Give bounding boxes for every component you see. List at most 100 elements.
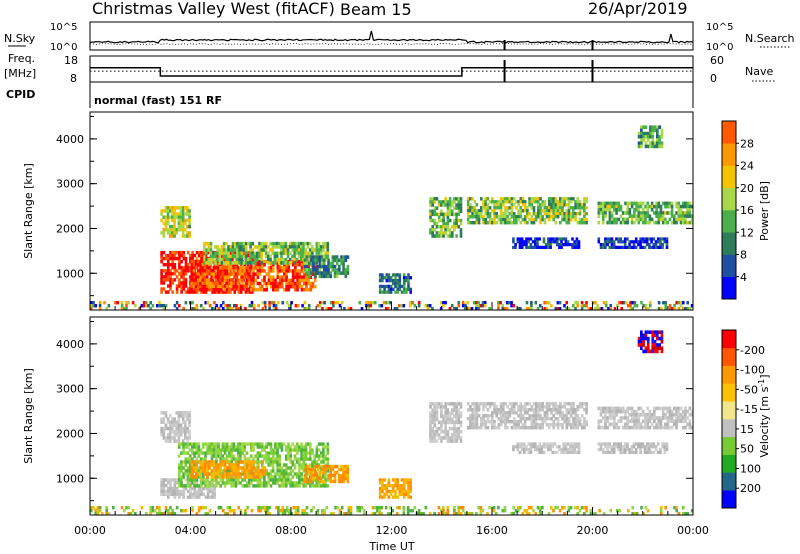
- vel-cell: [344, 470, 348, 475]
- power-cell: [256, 269, 260, 273]
- vel-cell: [619, 450, 623, 454]
- power-cell: [409, 301, 412, 305]
- vel-cell: [197, 486, 201, 491]
- vel-cell: [657, 422, 661, 427]
- power-cell: [214, 278, 218, 283]
- vel-cell: [502, 408, 505, 412]
- vel-cell: [247, 472, 251, 476]
- vel-cell: [512, 402, 516, 406]
- power-cell: [238, 261, 241, 265]
- vel-cell: [219, 463, 222, 467]
- vel-cell: [473, 420, 477, 424]
- vel-cell: [633, 422, 636, 427]
- vel-cell: [221, 481, 225, 485]
- power-cell: [192, 269, 196, 273]
- power-cell: [201, 266, 205, 270]
- power-cell: [424, 304, 428, 308]
- vel-cell: [300, 478, 303, 482]
- power-cell: [296, 284, 299, 289]
- power-colorbar-tick-label: 16: [740, 204, 754, 217]
- vel-cell: [327, 476, 330, 481]
- power-cell: [567, 215, 571, 219]
- power-cell: [227, 251, 230, 256]
- vel-cell: [612, 450, 616, 454]
- power-cell: [559, 221, 562, 225]
- power-cell: [429, 215, 432, 220]
- vel-cell: [173, 439, 176, 443]
- power-cell: [381, 279, 384, 283]
- power-cell: [486, 221, 490, 225]
- vel-cell: [521, 417, 525, 421]
- power-cell: [228, 281, 231, 286]
- date-label: 26/Apr/2019: [588, 0, 688, 18]
- power-cell: [563, 304, 566, 308]
- vel-cell: [442, 436, 445, 440]
- vel-cell: [484, 426, 487, 430]
- vel-cell: [405, 478, 408, 482]
- vel-cell: [173, 420, 176, 424]
- power-cell: [448, 197, 452, 201]
- power-cell: [329, 301, 333, 305]
- power-cell: [554, 209, 558, 213]
- power-cell: [530, 197, 534, 201]
- power-cell: [258, 248, 261, 252]
- power-cell: [543, 200, 547, 204]
- power-cell: [594, 301, 597, 305]
- power-cell: [252, 284, 255, 289]
- vel-cell: [175, 420, 178, 424]
- power-cell: [344, 255, 348, 259]
- power-cell: [619, 240, 623, 244]
- power-cell: [548, 215, 551, 219]
- vel-cell: [453, 420, 456, 425]
- vel-cell: [499, 405, 503, 409]
- power-cell: [236, 241, 239, 246]
- vel-cell: [265, 454, 268, 458]
- vel-cell: [561, 414, 564, 418]
- power-colorbar-swatch: [722, 254, 736, 278]
- power-cell: [219, 288, 222, 292]
- vel-cell: [195, 492, 199, 496]
- power-cell: [655, 214, 658, 218]
- power-cell: [178, 278, 181, 282]
- power-colorbar-swatch: [722, 232, 736, 255]
- power-cell: [273, 257, 277, 262]
- vel-cell: [668, 419, 672, 423]
- power-cell: [482, 200, 485, 204]
- power-cell: [431, 197, 434, 201]
- vel-cell: [338, 479, 341, 484]
- vel-cell: [394, 478, 397, 482]
- power-cell: [499, 203, 503, 207]
- power-cell: [252, 278, 255, 283]
- power-cell: [585, 221, 588, 225]
- vel-cell: [180, 466, 183, 470]
- vel-cell: [455, 408, 458, 412]
- vel-cell: [677, 419, 681, 423]
- vel-cell: [237, 472, 240, 476]
- power-cell: [285, 269, 288, 273]
- vel-cell: [650, 416, 654, 420]
- power-cell: [639, 211, 643, 215]
- vel-cell: [269, 478, 273, 482]
- vel-cell: [610, 413, 614, 417]
- power-cell: [271, 248, 274, 252]
- vel-cell: [210, 442, 214, 446]
- vel-cell: [184, 420, 187, 424]
- power-cell: [512, 212, 516, 216]
- power-cell: [285, 281, 288, 286]
- vel-cell: [344, 476, 348, 481]
- vel-cell: [289, 460, 292, 464]
- power-cell: [505, 301, 509, 305]
- vel-cell: [564, 445, 568, 449]
- vel-cell: [310, 467, 313, 472]
- vel-cell: [265, 484, 268, 488]
- power-cell: [653, 211, 656, 215]
- vel-cell: [324, 457, 327, 461]
- power-cell: [264, 245, 268, 249]
- vel-cell: [298, 484, 301, 488]
- power-cell: [628, 240, 631, 244]
- power-cell: [656, 240, 660, 244]
- vel-cell: [206, 472, 209, 476]
- vel-cell: [637, 422, 641, 427]
- power-cell: [208, 266, 211, 270]
- power-cell: [228, 266, 231, 270]
